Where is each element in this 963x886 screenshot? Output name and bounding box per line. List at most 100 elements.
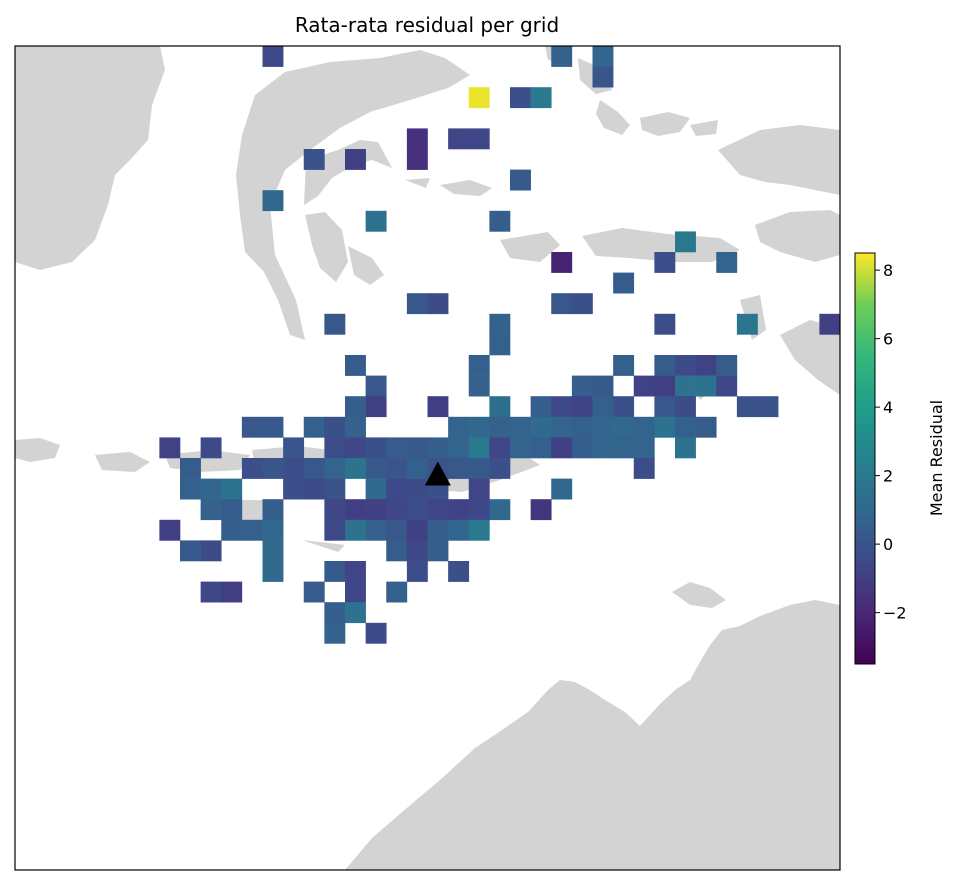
grid-cell bbox=[386, 540, 408, 562]
grid-cell bbox=[406, 499, 428, 521]
grid-cell bbox=[736, 313, 758, 335]
grid-cell bbox=[675, 396, 696, 418]
grid-cell bbox=[633, 437, 655, 459]
grid-cell bbox=[427, 519, 449, 541]
grid-cell bbox=[345, 602, 366, 624]
grid-cell bbox=[221, 499, 243, 521]
grid-cell bbox=[551, 293, 573, 315]
grid-cell bbox=[592, 396, 614, 418]
station-marker bbox=[424, 461, 451, 486]
grid-cell bbox=[468, 519, 490, 541]
grid-cell bbox=[613, 416, 635, 438]
grid-cell bbox=[530, 87, 552, 109]
grid-cell bbox=[283, 458, 305, 479]
grid-cell bbox=[489, 334, 511, 356]
grid-cell bbox=[241, 416, 263, 438]
grid-cell bbox=[489, 396, 511, 418]
grid-cell bbox=[489, 437, 511, 459]
grid-cell bbox=[303, 478, 325, 500]
grid-cell bbox=[159, 437, 181, 459]
grid-cell bbox=[468, 416, 490, 438]
grid-cell bbox=[468, 375, 490, 397]
grid-cell bbox=[365, 458, 387, 479]
grid-cell bbox=[716, 252, 738, 273]
grid-cell bbox=[345, 561, 366, 582]
colorbar-tick-label: 8 bbox=[883, 261, 893, 280]
grid-cell bbox=[406, 128, 428, 150]
grid-cell bbox=[633, 458, 655, 479]
grid-cell bbox=[324, 458, 346, 479]
grid-cell bbox=[654, 355, 676, 376]
grid-cell bbox=[530, 499, 552, 521]
map-plot-area bbox=[15, 46, 840, 870]
grid-cell bbox=[365, 437, 387, 459]
grid-cell bbox=[551, 437, 573, 459]
grid-cell bbox=[448, 519, 470, 541]
grid-cell bbox=[180, 458, 201, 479]
grid-cell bbox=[200, 499, 222, 521]
grid-cell bbox=[386, 581, 408, 603]
grid-cell bbox=[406, 149, 428, 170]
grid-cell bbox=[489, 499, 511, 521]
grid-cell bbox=[283, 478, 305, 500]
grid-cell bbox=[221, 581, 243, 603]
grid-cell bbox=[633, 416, 655, 438]
grid-cell bbox=[675, 231, 696, 253]
land-kei bbox=[740, 295, 830, 348]
grid-cell bbox=[530, 396, 552, 418]
grid-cell bbox=[159, 519, 181, 541]
map-frame bbox=[14, 45, 841, 871]
marker-layer bbox=[424, 461, 451, 486]
grid-cell bbox=[324, 602, 346, 624]
grid-cell bbox=[468, 437, 490, 459]
land-sula bbox=[405, 178, 492, 196]
grid-cell bbox=[571, 293, 593, 315]
grid-cell bbox=[406, 519, 428, 541]
grid-cell bbox=[283, 437, 305, 459]
grid-cell bbox=[716, 355, 738, 376]
grid-cell bbox=[365, 519, 387, 541]
grid-cell bbox=[200, 437, 222, 459]
grid-cell bbox=[345, 581, 366, 603]
colorbar-tick-label: 4 bbox=[883, 398, 893, 417]
grid-cell bbox=[592, 46, 614, 67]
grid-cell bbox=[200, 540, 222, 562]
grid-cell bbox=[365, 396, 387, 418]
grid-cell bbox=[386, 437, 408, 459]
grid-cell bbox=[592, 437, 614, 459]
grid-cell bbox=[324, 478, 346, 500]
grid-cell bbox=[200, 478, 222, 500]
grid-cell bbox=[324, 437, 346, 459]
colorbar-tick-label: 0 bbox=[883, 535, 893, 554]
colorbar: −2 0 2 4 6 8 Mean Residual bbox=[854, 252, 946, 665]
grid-cell bbox=[386, 458, 408, 479]
grid-cell bbox=[468, 128, 490, 150]
grid-cell bbox=[448, 561, 470, 582]
grid-cell bbox=[406, 458, 428, 479]
grid-cell bbox=[262, 561, 284, 582]
grid-cell bbox=[613, 355, 635, 376]
grid-cell bbox=[324, 622, 346, 644]
grid-cell bbox=[613, 437, 635, 459]
grid-cell bbox=[468, 87, 490, 109]
grid-cell bbox=[345, 458, 366, 479]
grid-cell bbox=[695, 375, 717, 397]
grid-cell bbox=[262, 499, 284, 521]
grid-cell bbox=[654, 416, 676, 438]
grid-cell bbox=[551, 416, 573, 438]
grid-cell bbox=[675, 375, 696, 397]
grid-cell bbox=[406, 561, 428, 582]
grid-cell bbox=[180, 540, 201, 562]
grid-cell bbox=[406, 478, 428, 500]
grid-cell bbox=[427, 437, 449, 459]
grid-cell bbox=[675, 355, 696, 376]
grid-cell bbox=[386, 499, 408, 521]
grid-cell bbox=[324, 519, 346, 541]
grid-cell bbox=[530, 416, 552, 438]
colorbar-ticks: −2 0 2 4 6 8 bbox=[875, 261, 907, 623]
grid-cell bbox=[654, 375, 676, 397]
grid-cell bbox=[530, 437, 552, 459]
grid-cell bbox=[510, 416, 531, 438]
grid-cell bbox=[448, 416, 470, 438]
